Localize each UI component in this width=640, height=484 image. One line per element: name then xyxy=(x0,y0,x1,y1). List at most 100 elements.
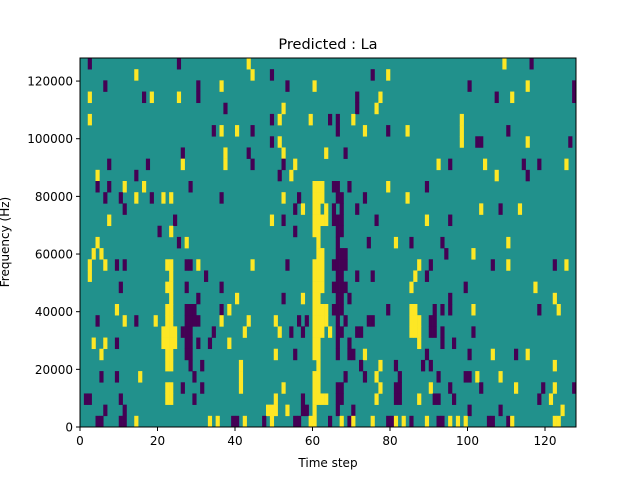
heatmap-cell-low xyxy=(440,415,445,428)
heatmap-cell-high xyxy=(316,259,321,271)
heatmap-cell-high xyxy=(502,58,507,70)
heatmap-cell-high xyxy=(293,158,298,171)
heatmap-cell-high xyxy=(273,404,278,417)
heatmap-cell-high xyxy=(242,326,247,338)
heatmap-cell-low xyxy=(277,169,282,182)
heatmap-cell-high xyxy=(316,236,321,249)
heatmap-cell-low xyxy=(397,382,402,394)
heatmap-cell-high xyxy=(316,214,321,227)
heatmap-cell-high xyxy=(393,236,399,249)
heatmap-cell-low xyxy=(436,393,441,405)
heatmap-cell-low xyxy=(370,69,375,81)
heatmap-cell-high xyxy=(316,248,321,260)
heatmap-cell-high xyxy=(169,270,174,282)
heatmap-cell-low xyxy=(184,326,189,338)
heatmap-cell-high xyxy=(184,236,189,249)
heatmap-cell-high xyxy=(510,415,515,428)
heatmap-cell-high xyxy=(196,259,201,271)
heatmap-cell-low xyxy=(250,158,255,171)
heatmap-cell-high xyxy=(428,382,433,394)
heatmap-cell-high xyxy=(490,348,495,361)
heatmap-cell-high xyxy=(312,393,317,405)
heatmap-cell-low xyxy=(335,337,340,350)
heatmap-cell-high xyxy=(99,248,104,260)
heatmap-cell-high xyxy=(207,415,213,428)
x-axis: 0 20 40 60 80 100 120 xyxy=(76,427,556,448)
heatmap-cell-low xyxy=(285,259,290,271)
heatmap-cell-low xyxy=(339,214,344,227)
heatmap-cell-low xyxy=(196,337,201,350)
heatmap-cell-low xyxy=(331,181,337,193)
heatmap-cell-high xyxy=(250,259,255,271)
heatmap-cell-high xyxy=(494,169,499,182)
heatmap-cell-high xyxy=(87,91,92,104)
heatmap-cell-low xyxy=(95,181,100,193)
heatmap-cell-low xyxy=(343,248,348,260)
heatmap-cell-low xyxy=(479,136,484,148)
heatmap-cell-low xyxy=(196,315,201,327)
heatmap-cell-low xyxy=(335,125,340,137)
heatmap-cell-high xyxy=(238,382,244,394)
heatmap-cell-low xyxy=(335,270,340,282)
heatmap-cell-high xyxy=(409,281,414,294)
heatmap-cell-low xyxy=(339,281,344,294)
heatmap-cell-low xyxy=(200,359,205,372)
heatmap-cell-low xyxy=(142,91,147,104)
heatmap-cell-high xyxy=(169,393,174,405)
heatmap-cell-high xyxy=(517,203,523,215)
heatmap-cell-low xyxy=(339,304,344,316)
heatmap-cell-low xyxy=(397,371,402,383)
heatmap-cell-low xyxy=(471,326,476,338)
heatmap-cell-high xyxy=(95,169,100,182)
heatmap-cell-low xyxy=(537,393,542,405)
heatmap-cell-low xyxy=(355,102,360,115)
heatmap-cell-high xyxy=(393,415,399,428)
heatmap-cell-low xyxy=(521,158,526,171)
heatmap-cell-high xyxy=(514,382,519,394)
heatmap-cell-high xyxy=(169,382,174,394)
heatmap-cell-low xyxy=(537,304,542,316)
heatmap-cell-low xyxy=(293,348,298,361)
heatmap-cell-low xyxy=(300,393,306,405)
heatmap-cell-high xyxy=(169,337,174,350)
heatmap-cell-high xyxy=(417,393,422,405)
heatmap-cell-low xyxy=(107,181,112,193)
heatmap-cell-high xyxy=(436,158,441,171)
heatmap-cell-high xyxy=(316,181,321,193)
heatmap-cell-low xyxy=(87,58,92,70)
heatmap-cell-high xyxy=(417,259,422,271)
heatmap-cell-low xyxy=(339,259,344,271)
heatmap-cell-high xyxy=(246,58,251,70)
heatmap-cell-high xyxy=(169,225,174,238)
heatmap-cell-high xyxy=(122,181,127,193)
heatmap-cell-low xyxy=(490,259,495,271)
heatmap-cell-high xyxy=(142,181,147,193)
heatmap-cell-high xyxy=(455,415,461,428)
heatmap-cell-low xyxy=(374,214,379,227)
heatmap-cell-low xyxy=(188,348,193,361)
heatmap-cell-low xyxy=(432,315,437,327)
heatmap-cell-high xyxy=(153,315,158,327)
heatmap-cell-high xyxy=(316,348,321,361)
heatmap-cell-high xyxy=(165,382,170,394)
heatmap-cell-high xyxy=(312,225,317,238)
heatmap-cell-high xyxy=(320,304,325,316)
heatmap-cell-high xyxy=(459,125,464,137)
heatmap-cell-high xyxy=(556,304,561,316)
heatmap-cell-low xyxy=(335,225,340,238)
heatmap-cell-high xyxy=(417,315,422,327)
heatmap-cell-high xyxy=(424,415,430,428)
heatmap-cell-low xyxy=(103,404,108,417)
heatmap-cell-low xyxy=(448,158,453,171)
heatmap-cell-high xyxy=(227,337,232,350)
heatmap-cell-low xyxy=(452,337,457,350)
heatmap-cell-low xyxy=(339,270,344,282)
heatmap-cell-high xyxy=(149,91,154,104)
heatmap-cell-high xyxy=(281,382,286,394)
heatmap-cell-low xyxy=(122,259,127,271)
heatmap-cell-low xyxy=(479,382,484,394)
heatmap-cell-low xyxy=(192,315,197,327)
heatmap-cell-low xyxy=(339,393,344,405)
heatmap-cell-high xyxy=(320,181,325,193)
y-tick-label: 40000 xyxy=(35,305,73,319)
